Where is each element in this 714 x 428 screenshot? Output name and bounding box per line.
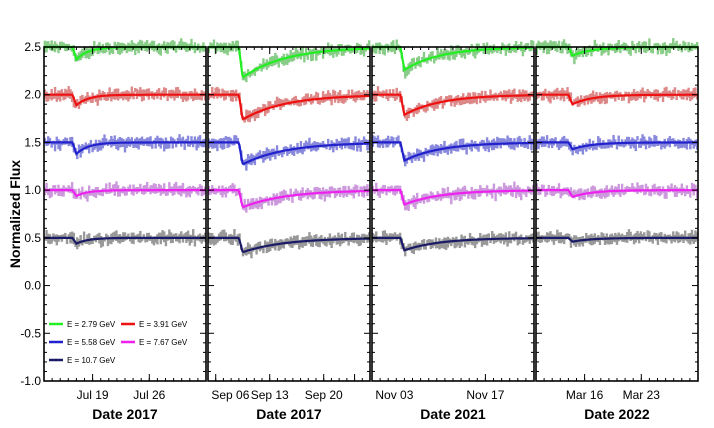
series-5-panel-4 bbox=[535, 229, 699, 248]
x-tick-label: Mar 16 bbox=[566, 388, 604, 402]
model-line bbox=[372, 141, 535, 163]
y-tick-label: -0.5 bbox=[20, 326, 41, 340]
model-line bbox=[208, 236, 370, 254]
legend-label: E = 5.58 GeV bbox=[67, 338, 116, 347]
series-3-panel-3 bbox=[371, 135, 535, 167]
panel-4: Mar 16 Mar 23 Date 2022 bbox=[535, 38, 699, 422]
series-2-panel-1 bbox=[43, 86, 207, 110]
legend: E = 2.79 GeV E = 3.91 GeV E = 5.58 GeV E = … bbox=[49, 320, 188, 365]
x-axis-title: Date 2021 bbox=[420, 406, 486, 422]
panel-1: Jul 19 Jul 26 Date 2017 bbox=[43, 38, 207, 422]
series-4-panel-2 bbox=[207, 183, 371, 213]
y-tick-label: 1.0 bbox=[24, 183, 41, 197]
model-line bbox=[44, 141, 206, 156]
series-1-panel-4 bbox=[535, 38, 699, 65]
model-line bbox=[208, 93, 371, 121]
series-1-panel-3 bbox=[371, 39, 535, 79]
model-line bbox=[44, 189, 206, 198]
legend-label: E = 10.7 GeV bbox=[67, 356, 116, 365]
x-tick-label: Nov 17 bbox=[466, 388, 504, 402]
x-tick-label: Jul 26 bbox=[133, 388, 165, 402]
model-line bbox=[44, 93, 206, 107]
x-tick-label: Sep 13 bbox=[251, 388, 289, 402]
y-tick-label: 0.5 bbox=[24, 231, 41, 245]
y-tick-label: 2.0 bbox=[24, 88, 41, 102]
series-4-panel-1 bbox=[43, 181, 207, 202]
model-line bbox=[44, 236, 206, 246]
series-2-panel-4 bbox=[535, 86, 699, 107]
y-tick-label: 0.0 bbox=[24, 279, 41, 293]
series-1-panel-2 bbox=[207, 39, 371, 83]
y-axis-title: Normalized Flux bbox=[7, 160, 23, 268]
series-5-panel-2 bbox=[207, 229, 371, 259]
y-tick-label: 2.5 bbox=[24, 40, 41, 54]
model-line bbox=[536, 93, 698, 106]
x-tick-label: Sep 06 bbox=[211, 388, 249, 402]
x-axis-title: Date 2017 bbox=[92, 406, 158, 422]
series-5-panel-3 bbox=[371, 230, 535, 257]
series-2-panel-3 bbox=[371, 86, 535, 121]
legend-label: E = 3.91 GeV bbox=[139, 320, 188, 329]
x-axis-title: Date 2017 bbox=[256, 406, 322, 422]
model-line bbox=[536, 189, 698, 199]
model-line bbox=[372, 189, 534, 206]
series-3-panel-1 bbox=[43, 134, 207, 160]
series-4-panel-3 bbox=[371, 181, 535, 211]
model-line bbox=[536, 141, 698, 151]
legend-label: E = 7.67 GeV bbox=[139, 338, 188, 347]
model-line bbox=[372, 93, 534, 117]
y-tick-label: -1.0 bbox=[20, 374, 41, 388]
panel-frame bbox=[207, 46, 371, 382]
x-tick-label: Sep 20 bbox=[305, 388, 343, 402]
model-line bbox=[208, 189, 370, 209]
series-3-panel-4 bbox=[535, 134, 699, 156]
panel-2: Sep 06 Sep 13 Sep 20 Date 2017 bbox=[207, 39, 371, 422]
series-2-panel-2 bbox=[207, 86, 371, 123]
x-tick-label: Mar 23 bbox=[623, 388, 661, 402]
model-line bbox=[208, 141, 370, 166]
panel-3: Nov 03 Nov 17 Date 2021 bbox=[371, 39, 535, 422]
model-line bbox=[372, 236, 534, 252]
legend-label: E = 2.79 GeV bbox=[67, 320, 116, 329]
series-5-panel-1 bbox=[43, 229, 207, 250]
series-4-panel-4 bbox=[535, 182, 699, 201]
series-3-panel-2 bbox=[207, 135, 371, 171]
x-tick-label: Nov 03 bbox=[375, 388, 413, 402]
model-line bbox=[536, 236, 698, 243]
x-axis-title: Date 2022 bbox=[584, 406, 650, 422]
y-tick-label: 1.5 bbox=[24, 135, 41, 149]
x-tick-label: Jul 19 bbox=[77, 388, 109, 402]
